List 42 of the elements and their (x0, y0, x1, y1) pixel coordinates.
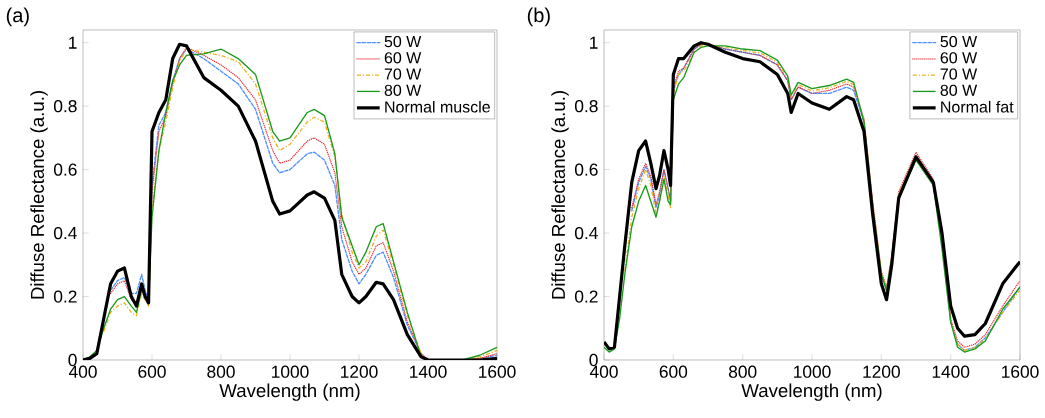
x-tick-label: 600 (659, 365, 688, 378)
y-tick-label: 0 (589, 353, 598, 367)
y-tick-label: 0.6 (574, 163, 598, 176)
legend-label: 80 W (940, 84, 978, 96)
legend-label: 50 W (940, 35, 978, 48)
y-tick-label: 0.8 (53, 100, 77, 113)
x-tick-label: 1600 (1002, 365, 1039, 378)
x-tick-label: 600 (138, 365, 166, 378)
x-tick-label: 800 (728, 365, 757, 378)
x-tick-label: 400 (589, 365, 618, 378)
legend-label: 50 W (384, 35, 422, 48)
y-tick-label: 0 (68, 353, 77, 367)
y-tick-label: 0.2 (53, 290, 77, 303)
x-tick-label: 1400 (932, 365, 970, 378)
y-tick-label: 0.2 (574, 290, 598, 303)
y-tick-label: 0.4 (574, 226, 598, 240)
x-tick-label: 1200 (863, 365, 900, 378)
x-tick-label: 1000 (794, 365, 831, 378)
x-axis-title: Wavelength (nm) (741, 383, 882, 401)
legend-label: 70 W (940, 68, 978, 80)
y-tick-label: 1 (590, 36, 598, 49)
legend-label: 60 W (384, 52, 422, 64)
x-tick-label: 800 (207, 365, 235, 378)
y-tick-label: 0.6 (53, 163, 77, 176)
legend-label: Normal muscle (385, 100, 490, 113)
x-axis-title: Wavelength (nm) (219, 383, 360, 401)
y-tick-label: 0.4 (53, 226, 77, 240)
text: (b) (527, 7, 550, 27)
y-tick-label: 1 (69, 36, 77, 49)
y-tick-label: 0.8 (574, 100, 598, 113)
legend-label: 70 W (384, 68, 422, 80)
x-tick-label: 1200 (341, 365, 378, 378)
x-tick-label: 1600 (479, 365, 516, 378)
x-tick-label: 400 (68, 365, 97, 378)
y-axis-title: Diffuse Reflectance (a.u.) (551, 91, 569, 299)
y-axis-title: Diffuse Reflectance (a.u.) (30, 91, 48, 299)
legend-label: 80 W (384, 84, 422, 96)
legend-label: 60 W (940, 52, 978, 64)
x-tick-label: 1000 (272, 365, 309, 378)
x-tick-label: 1400 (410, 365, 447, 378)
legend-label: Normal fat (941, 100, 1014, 113)
text: (a) (6, 7, 29, 27)
